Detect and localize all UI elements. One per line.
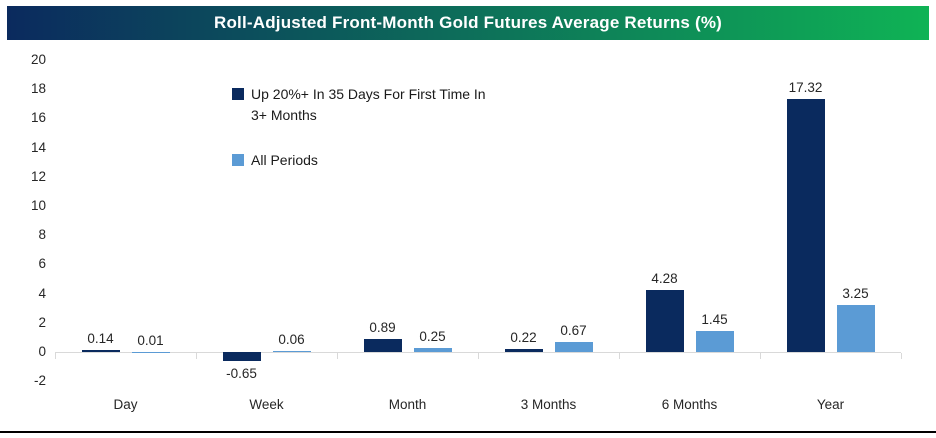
bar-value-label-series1-day: 0.14	[87, 330, 114, 346]
legend-item-all-periods: All Periods	[232, 150, 499, 171]
x-axis-category-label-year: Year	[816, 397, 845, 412]
y-axis-tick-label: 8	[38, 227, 46, 243]
bar-value-label-series2-week: 0.06	[278, 332, 305, 348]
x-axis-tick-mark	[619, 353, 620, 359]
y-axis-tick-label: 14	[30, 139, 46, 155]
bar-series2-3-months	[554, 342, 593, 352]
legend-label-up20: Up 20%+ In 35 Days For First Time In 3+ …	[251, 86, 486, 123]
bar-series2-month	[413, 348, 452, 352]
bar-series1-3-months	[504, 348, 543, 352]
x-axis-tick-mark	[337, 353, 338, 359]
legend: Up 20%+ In 35 Days For First Time In 3+ …	[232, 84, 499, 171]
legend-label-all-periods: All Periods	[251, 152, 318, 168]
bar-series1-year	[786, 99, 825, 352]
legend-item-up20: Up 20%+ In 35 Days For First Time In 3+ …	[232, 84, 499, 126]
legend-swatch-lightblue-icon	[232, 154, 244, 166]
bar-value-label-series1-week: -0.65	[226, 366, 257, 382]
bar-series2-week	[272, 351, 311, 352]
y-axis-tick-label: 4	[38, 285, 46, 301]
bar-series1-week	[222, 352, 261, 362]
bar-series1-month	[363, 339, 402, 352]
y-axis-tick-label: 6	[38, 256, 46, 272]
bar-value-label-series1-month: 0.89	[369, 320, 396, 335]
bar-value-label-series1-year: 17.32	[788, 80, 823, 96]
x-axis-tick-mark	[55, 353, 56, 359]
x-axis-category-label-month: Month	[388, 397, 427, 412]
y-axis-tick-label: 18	[30, 81, 46, 97]
bar-value-label-series1-3-months: 0.22	[510, 329, 537, 345]
y-axis-tick-label: 10	[30, 198, 46, 213]
bar-series1-day	[81, 349, 120, 352]
x-axis-tick-mark	[760, 353, 761, 359]
y-axis-tick-label: 20	[30, 52, 46, 67]
y-axis-tick-label: 2	[38, 314, 46, 330]
x-axis-category-label-week: Week	[249, 397, 284, 412]
bar-value-label-series2-month: 0.25	[419, 329, 446, 345]
y-axis-tick-label: 12	[30, 168, 46, 184]
bar-series2-day	[131, 351, 170, 353]
x-axis-category-label-day: Day	[113, 397, 138, 412]
legend-swatch-navy-icon	[232, 88, 244, 100]
y-axis-tick-label: 16	[30, 110, 46, 126]
chart-title: Roll-Adjusted Front-Month Gold Futures A…	[213, 13, 723, 32]
x-axis-tick-mark	[901, 353, 902, 359]
bottom-border-rule	[0, 431, 936, 433]
chart-title-banner: Roll-Adjusted Front-Month Gold Futures A…	[7, 6, 929, 40]
bar-value-label-series2-6-months: 1.45	[701, 311, 728, 327]
x-axis-tick-mark	[478, 353, 479, 359]
bar-value-label-series2-3-months: 0.67	[560, 323, 587, 339]
x-axis-tick-mark	[196, 353, 197, 359]
bar-value-label-series2-year: 3.25	[842, 285, 869, 301]
bar-value-label-series2-day: 0.01	[137, 332, 164, 348]
bar-series2-6-months	[695, 330, 734, 352]
bar-series1-6-months	[645, 289, 684, 352]
x-axis-line	[55, 352, 901, 353]
x-axis-category-label-6-months: 6 Months	[661, 397, 718, 412]
bar-series2-year	[836, 304, 875, 352]
bar-value-label-series1-6-months: 4.28	[651, 270, 678, 286]
y-axis-tick-label: 0	[38, 344, 46, 359]
y-axis-tick-label: -2	[33, 373, 46, 389]
x-axis-category-label-3-months: 3 Months	[520, 397, 577, 412]
